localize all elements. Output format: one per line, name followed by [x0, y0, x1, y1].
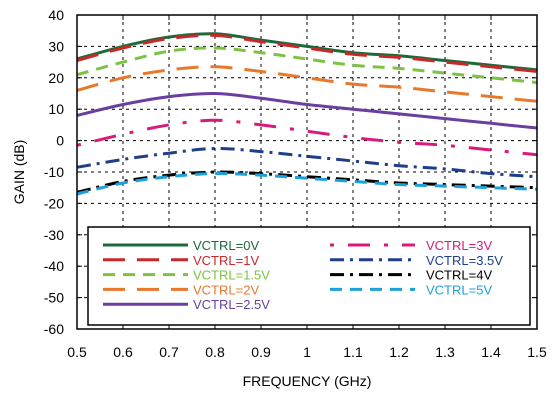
x-tick-label: 0.6	[113, 344, 133, 360]
legend-label-vctrl-1-5v: VCTRL=1.5V	[193, 268, 270, 283]
legend-label-vctrl-2v: VCTRL=2V	[193, 282, 259, 297]
legend-label-vctrl-5v: VCTRL=5V	[426, 282, 492, 297]
series-line-vctrl-0v	[76, 32, 538, 72]
legend-label-vctrl-3v: VCTRL=3V	[426, 238, 492, 253]
series-line-vctrl-2v	[76, 65, 538, 103]
y-tick-label: 0	[56, 133, 64, 149]
y-tick-label: -40	[44, 258, 64, 274]
x-axis-title: FREQUENCY (GHz)	[243, 373, 372, 389]
y-tick-label: 30	[48, 38, 64, 54]
series-line-vctrl-3v	[76, 118, 538, 157]
x-tick-label: 1.1	[343, 344, 363, 360]
legend-label-vctrl-3-5v: VCTRL=3.5V	[426, 253, 503, 268]
tick-layer: 0.5 0.6 0.7 0.8 0.9 1 1.1 1.2 1.3 1.4 1.5 40 30 20 10 0…	[44, 7, 547, 360]
series-line-vctrl-2-5v	[76, 91, 538, 130]
y-tick-label: -60	[44, 321, 64, 337]
x-tick-label: 1.4	[481, 344, 501, 360]
y-tick-label: 40	[48, 7, 64, 23]
series-line-vctrl-1-5v	[76, 46, 538, 84]
series-layer	[76, 32, 538, 196]
x-tick-label: 1.5	[527, 344, 547, 360]
y-tick-label: 10	[48, 101, 64, 117]
x-tick-label: 0.7	[159, 344, 179, 360]
x-tick-label: 1.2	[389, 344, 409, 360]
y-tick-label: -10	[44, 164, 64, 180]
legend-label-vctrl-2-5v: VCTRL=2.5V	[193, 297, 270, 312]
series-line-vctrl-5v	[76, 172, 538, 196]
legend-label-vctrl-4v: VCTRL=4V	[426, 268, 492, 283]
x-tick-label: 1	[303, 344, 311, 360]
x-tick-label: 1.3	[435, 344, 455, 360]
x-tick-label: 0.9	[251, 344, 271, 360]
legend-box	[87, 226, 531, 326]
series-line-vctrl-4v	[76, 170, 538, 194]
y-tick-label: -50	[44, 290, 64, 306]
series-line-vctrl-3-5v	[76, 146, 538, 179]
x-tick-label: 0.8	[205, 344, 225, 360]
series-line-vctrl-1v	[76, 33, 538, 73]
y-tick-label: -30	[44, 227, 64, 243]
y-tick-label: -20	[44, 195, 64, 211]
legend: VCTRL=0VVCTRL=1VVCTRL=1.5VVCTRL=2VVCTRL=…	[87, 226, 531, 326]
y-axis-title: GAIN (dB)	[11, 140, 27, 205]
legend-label-vctrl-1v: VCTRL=1V	[193, 253, 259, 268]
legend-label-vctrl-0v: VCTRL=0V	[193, 238, 259, 253]
y-tick-label: 20	[48, 70, 64, 86]
x-tick-label: 0.5	[67, 344, 87, 360]
